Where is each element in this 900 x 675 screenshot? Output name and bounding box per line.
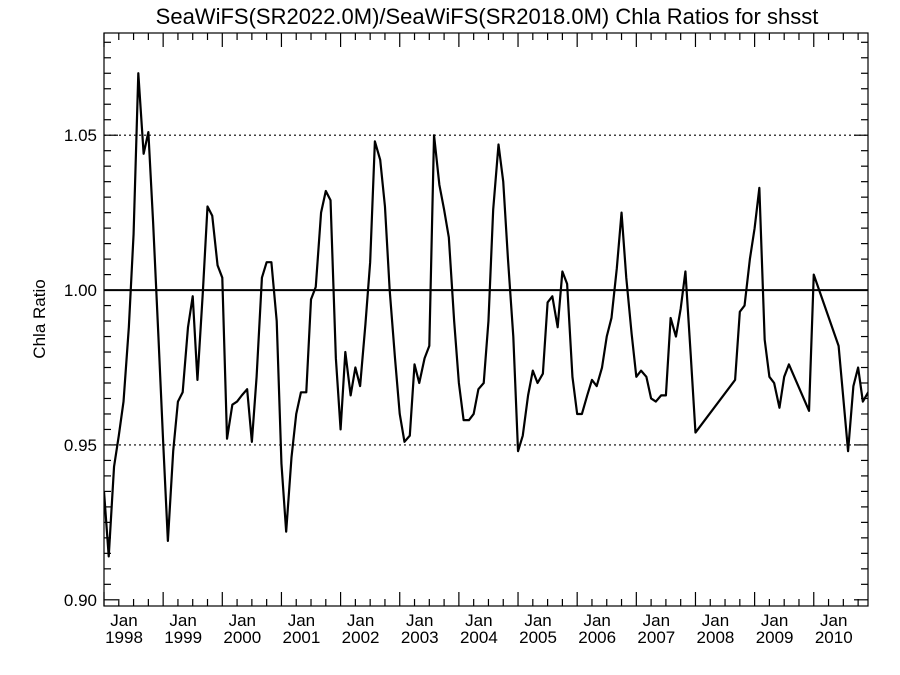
x-tick-label-month: Jan bbox=[406, 611, 433, 630]
plot-frame bbox=[103, 32, 869, 607]
x-tick-label-month: Jan bbox=[820, 611, 847, 630]
x-tick-label-year: 2006 bbox=[578, 628, 616, 647]
y-tick-label: 1.00 bbox=[64, 281, 97, 300]
x-tick-label-month: Jan bbox=[288, 611, 315, 630]
x-tick-label-year: 2005 bbox=[519, 628, 557, 647]
y-tick-label: 0.95 bbox=[64, 436, 97, 455]
x-tick-label-month: Jan bbox=[761, 611, 788, 630]
series-layer bbox=[104, 72, 868, 558]
y-tick-label: 0.90 bbox=[64, 591, 97, 610]
x-tick-label-month: Jan bbox=[347, 611, 374, 630]
y-axis-label: Chla Ratio bbox=[30, 279, 49, 358]
x-tick-label-year: 2003 bbox=[401, 628, 439, 647]
chart-title: SeaWiFS(SR2022.0M)/SeaWiFS(SR2018.0M) Ch… bbox=[156, 4, 819, 29]
x-tick-label-year: 2004 bbox=[460, 628, 498, 647]
series-line bbox=[104, 72, 868, 558]
x-axis: Jan1998Jan1999Jan2000Jan2001Jan2002Jan20… bbox=[103, 33, 859, 647]
gridlines bbox=[104, 134, 868, 446]
x-tick-label-month: Jan bbox=[524, 611, 551, 630]
x-tick-label-year: 2008 bbox=[697, 628, 735, 647]
x-tick-label-year: 2000 bbox=[223, 628, 261, 647]
x-tick-label-month: Jan bbox=[229, 611, 256, 630]
x-tick-label-month: Jan bbox=[583, 611, 610, 630]
x-tick-label-month: Jan bbox=[643, 611, 670, 630]
x-tick-label-year: 2002 bbox=[342, 628, 380, 647]
x-tick-label-year: 1998 bbox=[105, 628, 143, 647]
x-tick-label-month: Jan bbox=[465, 611, 492, 630]
x-tick-label-year: 2010 bbox=[815, 628, 853, 647]
x-tick-label-month: Jan bbox=[169, 611, 196, 630]
x-tick-label-year: 2001 bbox=[283, 628, 321, 647]
y-axis: 0.90 0.95 1.00 1.05 bbox=[64, 41, 868, 610]
x-tick-label-year: 2007 bbox=[637, 628, 675, 647]
plot-area-border bbox=[103, 32, 869, 607]
x-tick-label-month: Jan bbox=[110, 611, 137, 630]
x-tick-label-month: Jan bbox=[702, 611, 729, 630]
x-tick-label-year: 1999 bbox=[164, 628, 202, 647]
x-tick-label-year: 2009 bbox=[756, 628, 794, 647]
y-tick-label: 1.05 bbox=[64, 126, 97, 145]
